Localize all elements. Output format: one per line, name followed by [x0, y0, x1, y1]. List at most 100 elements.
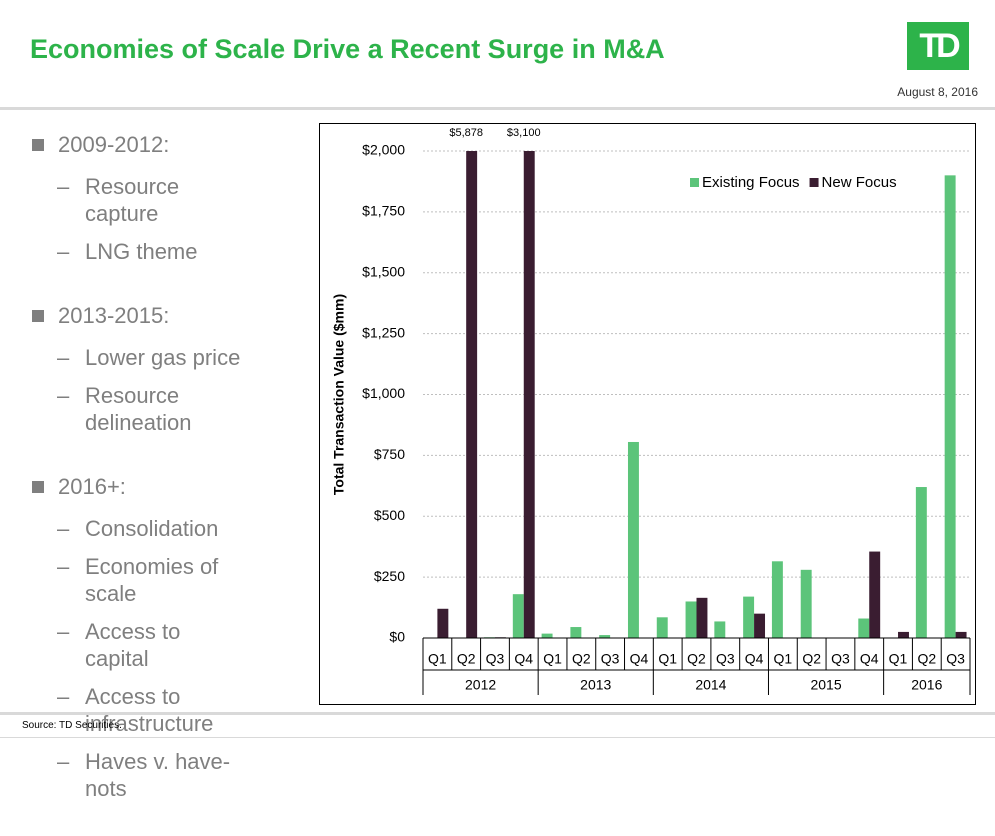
sub-bullet: – Access to infrastructure — [30, 683, 250, 737]
group-label: 2013 — [580, 677, 611, 693]
bullet: 2016+: — [30, 470, 315, 504]
bullet-square — [32, 139, 44, 151]
legend-swatch — [690, 178, 699, 187]
chart-frame — [319, 123, 976, 705]
bullet: 2013-2015: — [30, 299, 315, 333]
x-tick-label: Q3 — [831, 651, 850, 667]
bar — [656, 617, 668, 638]
y-tick-label: $750 — [374, 446, 405, 462]
group-label: 2015 — [810, 677, 841, 693]
bar — [944, 175, 956, 638]
sub-bullet: – Access to capital — [30, 618, 250, 672]
sub-bullet: – Resource capture — [30, 173, 250, 227]
bar — [869, 551, 881, 638]
bar — [541, 633, 553, 638]
bar — [955, 631, 967, 638]
header-rule — [0, 107, 995, 110]
x-tick-label: Q1 — [543, 651, 562, 667]
bar — [915, 487, 927, 638]
bar — [898, 631, 909, 638]
y-tick-label: $1,000 — [362, 385, 405, 401]
group-label: 2016 — [911, 677, 942, 693]
bar — [714, 621, 726, 638]
bar — [466, 151, 478, 638]
bar — [570, 627, 582, 638]
group-label: 2012 — [465, 677, 496, 693]
logo: TD — [907, 22, 969, 70]
slide: Economies of Scale Drive a Recent Surge … — [0, 22, 995, 801]
x-tick-label: Q1 — [774, 651, 793, 667]
x-tick-label: Q4 — [630, 651, 649, 667]
logo-text: TD — [919, 27, 960, 65]
bullet-square — [32, 481, 44, 493]
bar — [771, 561, 783, 638]
dash: – — [57, 619, 70, 644]
date: August 8, 2016 — [897, 85, 978, 99]
bar — [754, 613, 766, 638]
y-tick-label: $250 — [374, 568, 405, 584]
sub-bullet-text: Access to infrastructure — [85, 684, 214, 736]
dash: – — [57, 239, 70, 264]
x-tick-label: Q3 — [716, 651, 735, 667]
sub-bullet: – Resource delineation — [30, 382, 250, 436]
source: Source: TD Securities. — [22, 720, 122, 731]
bullet-text: 2009-2012: — [58, 132, 170, 157]
sub-bullet-text: Access to capital — [85, 619, 181, 671]
sub-bullet: – LNG theme — [30, 238, 250, 265]
sub-bullet: – Economies of scale — [30, 553, 250, 607]
bar — [858, 618, 870, 638]
sub-bullet: – Consolidation — [30, 515, 250, 542]
dash: – — [57, 684, 70, 709]
dash: – — [57, 554, 70, 579]
bullet-square — [32, 310, 44, 322]
legend-label: Existing Focus — [702, 174, 800, 191]
bullet: 2009-2012: — [30, 128, 315, 162]
x-tick-label: Q1 — [428, 651, 447, 667]
bullet-text: 2016+: — [58, 474, 126, 499]
y-tick-label: $1,750 — [362, 203, 405, 219]
dash: – — [57, 345, 70, 370]
x-tick-label: Q2 — [457, 651, 476, 667]
y-tick-label: $500 — [374, 507, 405, 523]
bars — [437, 151, 967, 638]
x-tick-label: Q1 — [889, 651, 908, 667]
bar — [800, 569, 812, 638]
dash: – — [57, 516, 70, 541]
bar — [696, 597, 708, 638]
sub-bullet: – Lower gas price — [30, 344, 250, 371]
x-tick-label: Q3 — [486, 651, 505, 667]
dash: – — [57, 174, 70, 199]
x-tick-label: Q4 — [860, 651, 879, 667]
x-tick-label: Q2 — [917, 651, 936, 667]
bar — [599, 635, 611, 638]
bar — [627, 441, 639, 638]
legend-label: New Focus — [822, 174, 897, 191]
x-tick-label: Q4 — [514, 651, 533, 667]
value-label: $3,100 — [507, 127, 541, 139]
bullet-group: 2009-2012: – Resource capture – LNG theme — [30, 128, 315, 265]
group-label: 2014 — [695, 677, 726, 693]
x-tick-label: Q2 — [687, 651, 706, 667]
y-axis-title: Total Transaction Value ($mm) — [331, 294, 347, 495]
sub-bullet-text: Economies of scale — [85, 554, 219, 606]
bottom-rule — [0, 737, 995, 738]
sub-bullet-text: Consolidation — [85, 516, 219, 541]
title: Economies of Scale Drive a Recent Surge … — [30, 34, 665, 64]
sub-bullet-text: Haves v. have-nots — [85, 749, 231, 801]
x-tick-label: Q1 — [658, 651, 677, 667]
x-tick-label: Q4 — [745, 651, 764, 667]
sub-bullet: – Haves v. have-nots — [30, 748, 250, 802]
bar — [685, 601, 697, 638]
bullet-group: 2013-2015: – Lower gas price – Resource deli… — [30, 299, 315, 436]
sub-bullet-text: Lower gas price — [85, 345, 241, 370]
x-tick-label: Q3 — [946, 651, 965, 667]
dash: – — [57, 383, 70, 408]
sub-bullet-text: LNG theme — [85, 239, 198, 264]
bar — [743, 596, 755, 638]
sub-bullet-text: Resource capture — [85, 174, 180, 226]
dash: – — [57, 749, 70, 774]
bar — [512, 594, 524, 638]
legend-swatch — [809, 178, 819, 187]
x-tick-label: Q2 — [572, 651, 591, 667]
value-label: $5,878 — [449, 127, 483, 139]
